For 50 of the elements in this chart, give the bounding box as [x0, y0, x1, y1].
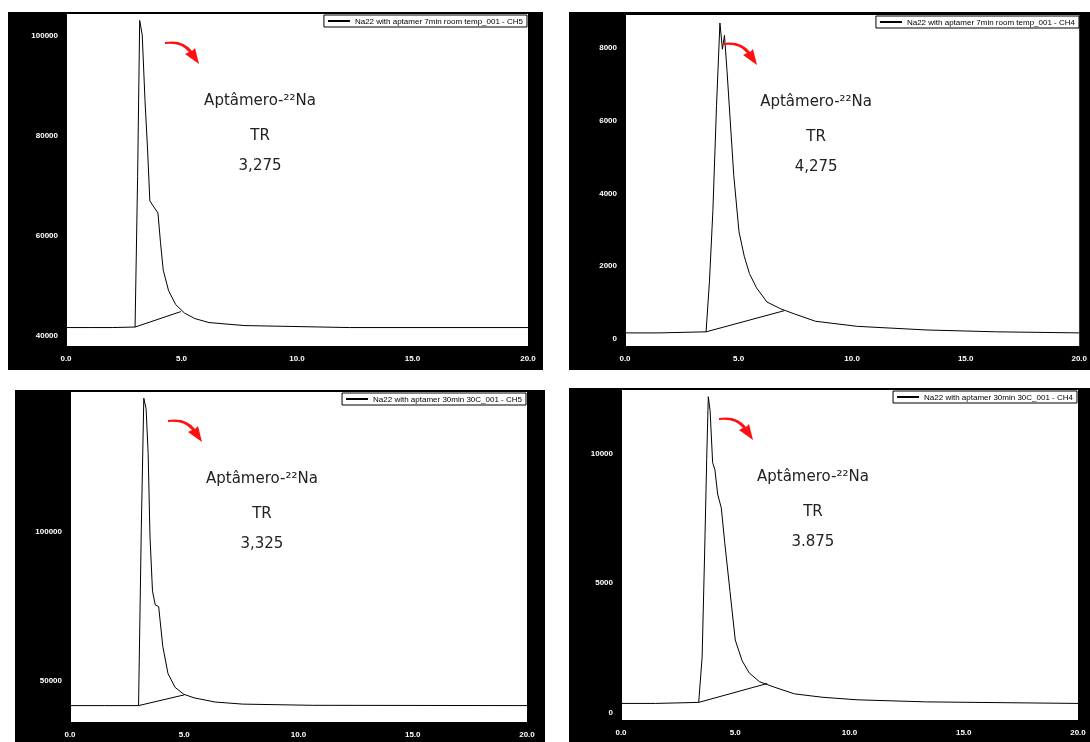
- x-tick-label: 10.0: [290, 729, 307, 739]
- annotation: Aptâmero-²²Na: [204, 90, 316, 109]
- y-tick-label: 60000: [35, 230, 59, 240]
- annotation: Aptâmero-²²Na: [757, 466, 869, 485]
- y-tick-label: 4000: [599, 188, 618, 198]
- annotation: 3.875: [791, 531, 835, 550]
- y-tick-label: 2000: [599, 261, 618, 271]
- x-tick-label: 15.0: [404, 353, 421, 363]
- x-tick-label: 0.0: [619, 353, 632, 363]
- annotation: TR: [251, 503, 272, 522]
- legend-label: Na22 with aptamer 7min room temp_001 - CH5: [354, 16, 524, 26]
- x-tick-label: 15.0: [404, 729, 422, 739]
- y-tick-label: 6000: [599, 115, 618, 125]
- y-tick-label: 0: [612, 334, 618, 344]
- y-tick-label: 100000: [31, 31, 59, 41]
- x-tick-label: 0.0: [615, 727, 628, 737]
- x-tick-label: 20.0: [1071, 353, 1088, 363]
- x-tick-label: 5.0: [175, 353, 188, 363]
- legend-label: Na22 with aptamer 30min 30C_001 - CH4: [924, 392, 1074, 402]
- y-tick-label: 40000: [35, 330, 59, 340]
- x-tick-label: 10.0: [841, 727, 858, 737]
- y-tick-label: 8000: [599, 43, 618, 53]
- x-tick-label: 20.0: [520, 353, 537, 363]
- legend-label: Na22 with aptamer 30min 30C_001 - CH5: [373, 394, 523, 404]
- x-tick-label: 0.0: [64, 729, 77, 739]
- x-tick-label: 5.0: [732, 353, 745, 363]
- annotation: TR: [249, 125, 270, 144]
- y-tick-label: 10000: [590, 448, 614, 458]
- x-tick-label: 5.0: [178, 729, 191, 739]
- y-tick-label: 5000: [595, 578, 614, 588]
- y-tick-label: 50000: [39, 676, 63, 686]
- x-tick-label: 10.0: [289, 353, 306, 363]
- x-tick-label: 0.0: [60, 353, 73, 363]
- y-tick-label: 100000: [35, 527, 63, 537]
- annotation: 3,325: [240, 533, 284, 552]
- x-tick-label: 5.0: [729, 727, 742, 737]
- annotation: TR: [805, 126, 826, 145]
- y-tick-label: 0: [608, 707, 614, 717]
- annotation: Aptâmero-²²Na: [206, 468, 318, 487]
- x-tick-label: 15.0: [957, 353, 974, 363]
- x-tick-label: 10.0: [844, 353, 861, 363]
- x-tick-label: 20.0: [519, 729, 536, 739]
- annotation: 4,275: [794, 156, 838, 175]
- y-tick-label: 80000: [35, 131, 59, 141]
- x-tick-label: 20.0: [1070, 727, 1087, 737]
- legend-label: Na22 with aptamer 7min room temp_001 - CH4: [906, 17, 1076, 27]
- x-tick-label: 15.0: [955, 727, 973, 737]
- annotation: Aptâmero-²²Na: [760, 91, 873, 110]
- annotation: 3,275: [238, 155, 282, 174]
- annotation: TR: [802, 501, 823, 520]
